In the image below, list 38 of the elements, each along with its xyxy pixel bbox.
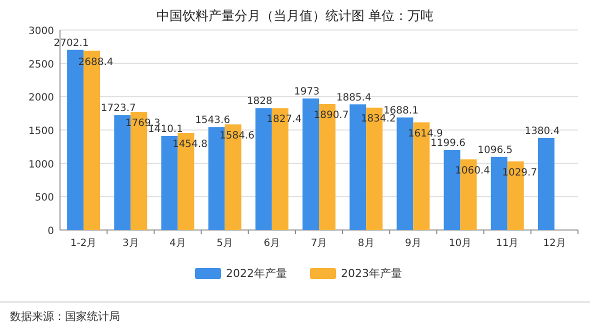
x-tick-label: 4月 xyxy=(170,238,186,249)
legend-label: 2022年产量 xyxy=(226,267,287,280)
x-tick-label: 5月 xyxy=(216,238,234,249)
data-label: 1543.6 xyxy=(195,115,230,126)
data-label: 1828 xyxy=(246,96,272,108)
data-label: 1614.9 xyxy=(408,128,443,140)
x-tick-label: 3月 xyxy=(122,238,139,249)
y-tick-label: 2500 xyxy=(28,59,54,70)
bar xyxy=(538,138,554,230)
data-label: 1096.5 xyxy=(478,144,513,156)
y-tick-label: 1500 xyxy=(28,126,54,137)
data-label: 1029.7 xyxy=(502,167,538,178)
data-label: 1199.6 xyxy=(430,138,466,150)
data-label: 1827.4 xyxy=(266,114,302,126)
x-tick-label: 1-2月 xyxy=(70,238,97,249)
x-tick-label: 8月 xyxy=(358,238,374,249)
x-tick-label: 12月 xyxy=(543,238,566,249)
data-label: 1885.4 xyxy=(336,92,372,104)
x-tick-label: 11月 xyxy=(496,238,519,249)
y-tick-label: 2000 xyxy=(28,92,54,104)
data-label: 1380.4 xyxy=(524,126,560,137)
y-tick-label: 0 xyxy=(48,226,54,237)
x-tick-label: 7月 xyxy=(310,238,328,249)
data-label: 1584.6 xyxy=(220,130,255,142)
y-tick-label: 1000 xyxy=(28,159,54,170)
data-label: 1454.8 xyxy=(172,139,208,150)
data-label: 1973 xyxy=(294,86,320,98)
legend-label: 2023年产量 xyxy=(341,267,402,280)
x-tick-label: 9月 xyxy=(404,238,422,249)
data-label: 1723.7 xyxy=(100,103,136,114)
x-tick-label: 6月 xyxy=(264,238,280,249)
y-tick-label: 3000 xyxy=(28,26,54,37)
source-note: 数据来源：国家统计局 xyxy=(10,310,120,323)
data-label: 1890.7 xyxy=(314,110,349,121)
x-tick-label: 10月 xyxy=(448,238,472,249)
y-tick-label: 500 xyxy=(34,192,54,204)
data-label: 2688.4 xyxy=(78,56,114,68)
chart-title: 中国饮料产量分月（当月值）统计图 单位：万吨 xyxy=(156,9,434,24)
